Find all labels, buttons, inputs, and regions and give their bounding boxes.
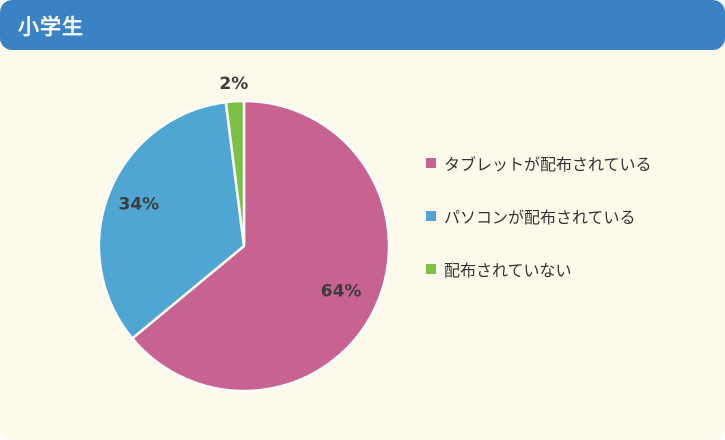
legend: タブレットが配布されている パソコンが配布されている 配布されていない [426, 151, 652, 310]
legend-swatch [426, 158, 436, 168]
legend-swatch [426, 211, 436, 221]
header-bar: 小学生 [0, 0, 725, 50]
legend-label: パソコンが配布されている [444, 208, 636, 227]
legend-label: 配布されていない [444, 261, 572, 280]
header-title: 小学生 [18, 15, 84, 39]
pie-slices [97, 99, 391, 393]
pie-slice-tablet [131, 99, 391, 393]
pie-slice-none [224, 99, 246, 248]
legend-label: タブレットが配布されている [444, 155, 652, 174]
slice-label-tablet: 64% [321, 282, 362, 302]
legend-swatch [426, 264, 436, 274]
legend-item-none: 配布されていない [426, 257, 652, 281]
pie-labels: 64% 34% 2% [118, 74, 361, 302]
slice-label-pc: 34% [118, 194, 159, 214]
pie-slice-pc [97, 100, 246, 340]
legend-item-pc: パソコンが配布されている [426, 204, 652, 228]
slice-label-none: 2% [219, 74, 248, 94]
legend-item-tablet: タブレットが配布されている [426, 151, 652, 175]
